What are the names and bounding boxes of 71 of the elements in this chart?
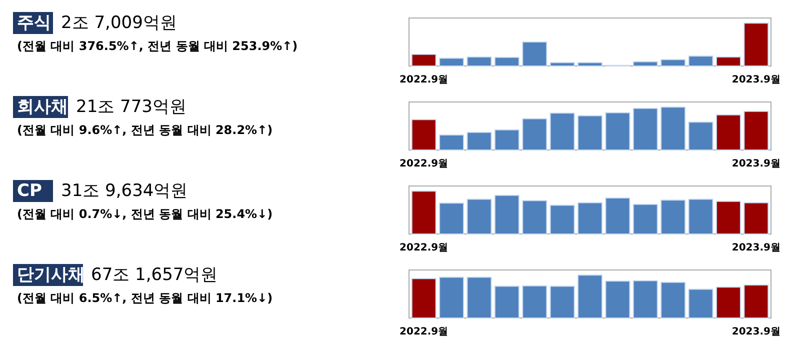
bar [660, 200, 686, 234]
bar [494, 129, 520, 150]
text: (전월 대비 0.7%↓, 전년 동월 대비 25.4%↓) [17, 207, 273, 221]
bar [605, 198, 630, 234]
bar [744, 22, 769, 66]
bar [466, 198, 492, 234]
text: CP [17, 181, 42, 201]
bar [494, 286, 520, 318]
bar [578, 202, 602, 234]
bar [744, 110, 769, 150]
bar [411, 278, 436, 318]
bar [411, 119, 436, 150]
bar [522, 285, 548, 318]
text: 21조 773억원 [76, 97, 186, 117]
x-tick-label: 2023.9월 [732, 158, 780, 170]
x-tick-label: 2022.9월 [400, 158, 448, 170]
bar [716, 114, 741, 150]
text: 67조 1,657억원 [91, 265, 218, 285]
bar [466, 56, 492, 66]
bar [522, 118, 548, 150]
bar [439, 58, 464, 66]
bar [688, 122, 714, 150]
bar [439, 276, 464, 318]
bar [688, 198, 714, 234]
text: 주식 [17, 13, 51, 33]
x-tick-label: 2023.9월 [732, 326, 780, 338]
bar [660, 106, 686, 150]
bar [550, 286, 575, 318]
bar [632, 108, 658, 150]
text: 단기사채 [17, 265, 85, 285]
bar [605, 112, 630, 150]
text: 2조 7,009억원 [61, 13, 177, 33]
bar [660, 282, 686, 318]
bar [578, 62, 602, 66]
bar [411, 190, 436, 234]
x-tick-label: 2022.9월 [400, 74, 448, 86]
bar [439, 202, 464, 234]
bar [466, 132, 492, 150]
text: (전월 대비 6.5%↑, 전년 동월 대비 17.1%↓) [17, 291, 273, 305]
x-tick-label: 2023.9월 [732, 74, 780, 86]
bar [550, 62, 575, 66]
bar [688, 56, 714, 66]
bar [632, 204, 658, 234]
text: (전월 대비 376.5%↑, 전년 동월 대비 253.9%↑) [17, 39, 298, 53]
bar [466, 276, 492, 318]
bar [716, 56, 741, 66]
bar [632, 280, 658, 318]
x-tick-label: 2022.9월 [400, 326, 448, 338]
bar [494, 56, 520, 66]
bar [550, 204, 575, 234]
bar [605, 280, 630, 318]
x-tick-label: 2023.9월 [732, 242, 780, 254]
bar [744, 284, 769, 318]
bar [716, 200, 741, 234]
bar [439, 134, 464, 150]
bar [578, 115, 602, 150]
bar [411, 54, 436, 66]
bar [744, 202, 769, 234]
bar [494, 194, 520, 234]
x-tick-label: 2022.9월 [400, 242, 448, 254]
bar [522, 42, 548, 66]
text: 회사채 [17, 97, 68, 117]
bar [716, 286, 741, 318]
text: 31조 9,634억원 [61, 181, 188, 201]
bar [578, 274, 602, 318]
bar [688, 288, 714, 318]
bar [522, 200, 548, 234]
bar [660, 59, 686, 66]
bar [550, 112, 575, 150]
bar [632, 61, 658, 66]
text: (전월 대비 9.6%↑, 전년 동월 대비 28.2%↑) [17, 123, 273, 137]
